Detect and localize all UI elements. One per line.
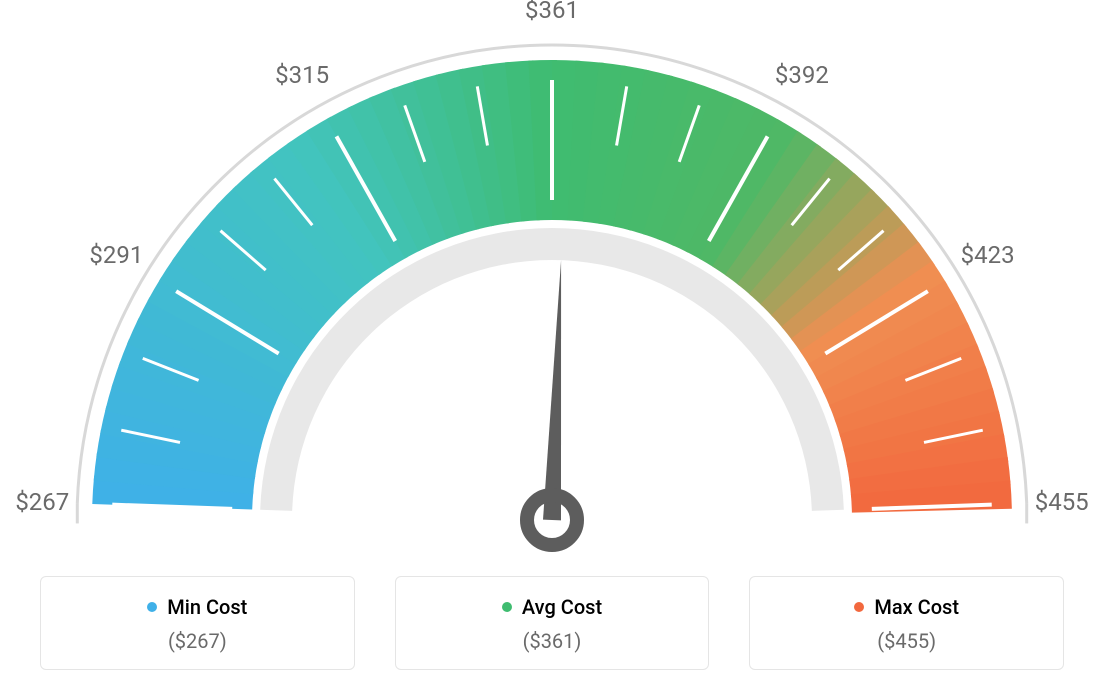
legend-row: Min Cost ($267) Avg Cost ($361) Max Cost… bbox=[0, 576, 1104, 670]
gauge-chart: $267 $291 $315 $361 $392 $423 $455 bbox=[0, 0, 1104, 570]
gauge-svg bbox=[0, 0, 1104, 570]
legend-title-max: Max Cost bbox=[854, 595, 959, 619]
legend-dot-max bbox=[854, 602, 864, 612]
legend-value-max: ($455) bbox=[760, 629, 1053, 653]
legend-title-avg: Avg Cost bbox=[502, 595, 602, 619]
gauge-tick-label: $291 bbox=[89, 241, 143, 269]
legend-label-max: Max Cost bbox=[874, 595, 959, 619]
legend-label-min: Min Cost bbox=[167, 595, 247, 619]
legend-value-avg: ($361) bbox=[406, 629, 699, 653]
legend-dot-avg bbox=[502, 602, 512, 612]
legend-card-min: Min Cost ($267) bbox=[40, 576, 355, 670]
gauge-tick-label: $392 bbox=[775, 61, 829, 89]
gauge-tick-label: $315 bbox=[275, 61, 329, 89]
legend-label-avg: Avg Cost bbox=[522, 595, 602, 619]
gauge-tick-label: $267 bbox=[15, 488, 69, 516]
legend-value-min: ($267) bbox=[51, 629, 344, 653]
legend-dot-min bbox=[147, 602, 157, 612]
gauge-tick-label: $423 bbox=[961, 241, 1015, 269]
legend-card-max: Max Cost ($455) bbox=[749, 576, 1064, 670]
legend-card-avg: Avg Cost ($361) bbox=[395, 576, 710, 670]
gauge-tick-label: $361 bbox=[525, 0, 579, 24]
legend-title-min: Min Cost bbox=[147, 595, 247, 619]
gauge-tick-label: $455 bbox=[1035, 488, 1089, 516]
